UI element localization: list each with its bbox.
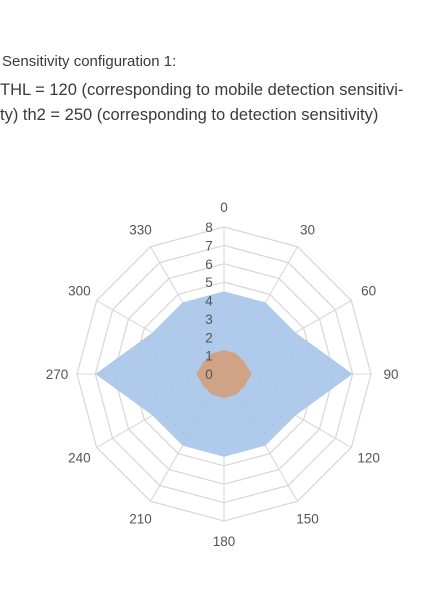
radial-tick-label: 8 [205,220,213,235]
config-description: THL = 120 (corresponding to mobile detec… [0,78,424,128]
radial-tick-label: 4 [205,294,213,309]
radar-series [95,291,353,457]
radial-tick-label: 1 [205,349,213,364]
angle-label: 30 [300,222,315,237]
radial-tick-label: 3 [205,312,213,327]
angle-label: 90 [383,367,398,382]
angle-label: 60 [361,284,376,299]
angle-label: 180 [213,534,236,549]
angle-label: 270 [46,367,69,382]
config-title: Sensitivity configuration 1: [2,53,177,70]
series-area-2 [196,350,252,398]
angle-label: 300 [68,284,91,299]
radial-tick-label: 6 [205,257,213,272]
angle-label: 330 [129,222,152,237]
config-description-line-2: ty) th2 = 250 (corresponding to detectio… [0,106,379,124]
angle-label: 120 [357,451,380,466]
radial-tick-label: 0 [205,367,213,382]
angle-label: 150 [296,512,319,527]
radial-tick-label: 7 [205,238,213,253]
config-description-line-1: THL = 120 (corresponding to mobile detec… [0,81,404,99]
angle-label: 240 [68,451,91,466]
angle-label: 210 [129,512,152,527]
radial-tick-label: 2 [205,330,213,345]
angle-label: 0 [220,200,228,215]
radial-tick-label: 5 [205,275,213,290]
